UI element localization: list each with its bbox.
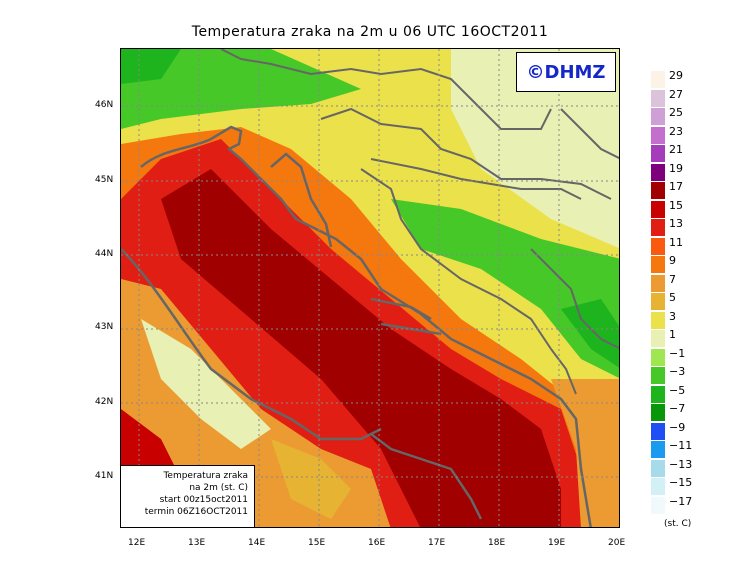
legend-label: 3 [669, 309, 676, 323]
legend-swatch [651, 88, 665, 107]
temperature-map [120, 48, 620, 528]
legend-label: 15 [669, 198, 683, 212]
legend-label: 29 [669, 69, 683, 82]
lon-label-16e: 16E [368, 538, 386, 548]
info-box: Temperatura zraka na 2m (st. C) start 00… [120, 465, 255, 528]
legend-swatch [651, 458, 665, 477]
legend-swatch [651, 495, 665, 514]
lon-label-13e: 13E [188, 538, 206, 548]
country-borders [220, 49, 619, 395]
legend-swatch [651, 218, 665, 236]
legend-label: 7 [669, 272, 676, 286]
cold-zone-alps [121, 49, 361, 129]
cold-zone-dinarides [391, 199, 619, 378]
legend-swatch [651, 199, 665, 218]
lon-label-19e: 19E [548, 538, 566, 548]
temperature-field [121, 49, 619, 527]
map-title: Temperatura zraka na 2m u 06 UTC 16OCT20… [191, 24, 549, 40]
lon-label-12e: 12E [128, 538, 146, 548]
info-line-4: termin 06Z16OCT2011 [144, 507, 248, 517]
lon-label-17e: 17E [428, 538, 446, 548]
legend-label: 5 [669, 291, 676, 304]
legend-swatch [651, 347, 665, 366]
lat-label-43n: 43N [95, 322, 114, 332]
legend-label: 1 [669, 328, 676, 341]
legend-label: −7 [669, 402, 686, 415]
legend-label: −15 [669, 476, 693, 489]
legend-label: 11 [669, 235, 683, 249]
legend-swatch [651, 403, 665, 421]
legend-label: 25 [669, 106, 683, 119]
pannonian-plain [451, 49, 619, 249]
legend-swatch [651, 107, 665, 125]
legend-label: −9 [669, 420, 686, 434]
lon-label-15e: 15E [308, 538, 326, 548]
legend-swatch [651, 236, 665, 255]
coastlines [121, 125, 592, 527]
legend-swatch [651, 310, 665, 329]
legend-label: −17 [669, 494, 693, 508]
legend-label: −5 [669, 383, 686, 397]
legend-label: −11 [669, 439, 693, 452]
lat-label-42n: 42N [95, 397, 114, 407]
legend-swatch [651, 366, 665, 384]
legend-label: 9 [669, 254, 676, 267]
legend-units: (st. C) [664, 519, 692, 529]
legend-label: −1 [669, 346, 686, 360]
legend-label: 27 [669, 87, 683, 101]
legend-swatch [651, 255, 665, 273]
legend-swatch [651, 329, 665, 347]
graticule [121, 49, 619, 527]
legend-swatch [651, 144, 665, 162]
legend-label: 19 [669, 161, 683, 175]
lat-label-41n: 41N [95, 471, 114, 481]
dhmz-logo: ©DHMZ [516, 52, 616, 92]
legend-swatch [651, 162, 665, 181]
info-line-1: Temperatura zraka [163, 471, 248, 481]
lat-label-46n: 46N [95, 100, 114, 110]
lon-label-18e: 18E [488, 538, 506, 548]
info-line-2: na 2m (st. C) [189, 483, 248, 493]
legend-label: 17 [669, 180, 683, 193]
legend-label: −13 [669, 457, 693, 471]
legend-swatch [651, 273, 665, 292]
lat-label-44n: 44N [95, 249, 114, 259]
legend-swatch [651, 181, 665, 199]
legend-label: 13 [669, 217, 683, 230]
legend-swatch [651, 477, 665, 495]
legend-label: 23 [669, 124, 683, 138]
lon-label-14e: 14E [248, 538, 266, 548]
legend-swatch [651, 384, 665, 403]
legend-swatch [651, 421, 665, 440]
info-line-3: start 00z15oct2011 [159, 495, 248, 505]
legend-swatch [651, 292, 665, 310]
legend-swatch [651, 440, 665, 458]
legend-swatch [651, 70, 665, 88]
legend-label: 21 [669, 143, 683, 156]
legend-label: −3 [669, 365, 686, 378]
lat-label-45n: 45N [95, 175, 114, 185]
legend-swatch [651, 125, 665, 144]
lon-label-20e: 20E [608, 538, 626, 548]
